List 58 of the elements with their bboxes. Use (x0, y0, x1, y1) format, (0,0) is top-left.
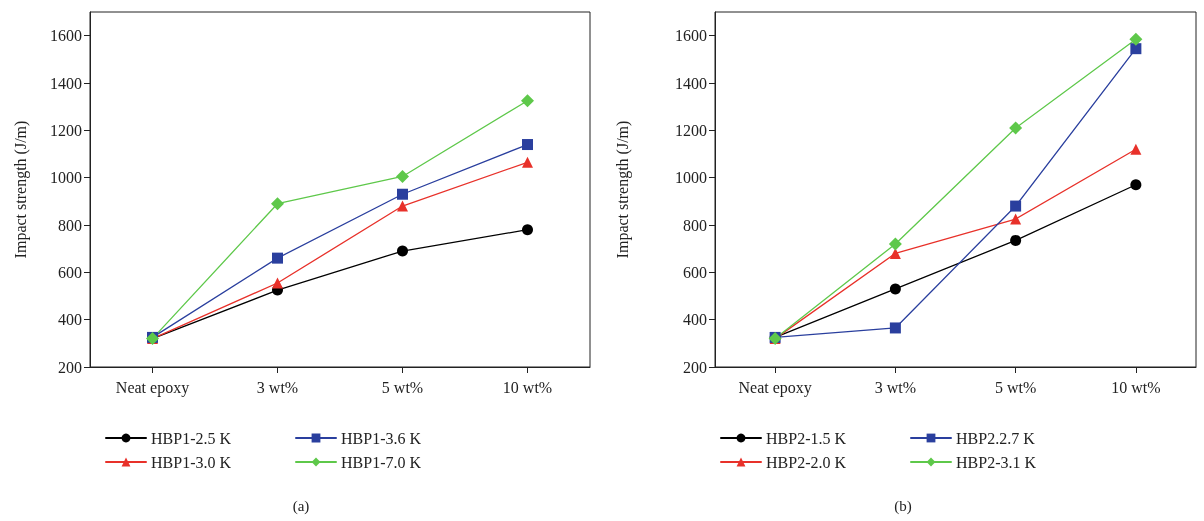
legend-label: HBP2.2.7 K (956, 429, 1036, 447)
point (521, 94, 534, 108)
y-tick-label: 400 (58, 311, 82, 329)
y-tick-label: 1200 (675, 121, 707, 139)
y-tick-label: 1200 (50, 121, 82, 139)
y-tick-label: 1600 (675, 27, 707, 45)
point (271, 197, 284, 211)
point (1010, 234, 1022, 246)
legend-label: HBP1-3.0 K (151, 453, 232, 471)
x-tick-label: 3 wt% (256, 378, 299, 396)
legend-label: HBP2-3.1 K (956, 453, 1037, 471)
point (397, 245, 408, 257)
x-tick-label: Neat epoxy (115, 378, 190, 397)
legend-label: HBP1-2.5 K (151, 429, 232, 447)
x-tick-label: 5 wt% (994, 378, 1037, 396)
point (272, 252, 283, 264)
legend-label: HBP1-7.0 K (341, 453, 422, 471)
y-tick-label: 400 (683, 311, 707, 329)
legend-label: HBP2-1.5 K (766, 429, 847, 447)
text: (a) (292, 497, 310, 515)
y-tick-label: 1000 (675, 169, 707, 187)
point (1130, 43, 1142, 55)
legend-label: HBP1-3.6 K (341, 429, 422, 447)
point (397, 200, 408, 212)
y-tick-label: 200 (683, 358, 707, 376)
x-tick-label: 5 wt% (381, 378, 424, 396)
x-tick-label: Neat epoxy (738, 378, 812, 397)
y-tick-label: 1400 (675, 74, 707, 92)
point (396, 169, 409, 183)
point (889, 322, 901, 334)
y-tick-label: 1400 (50, 74, 82, 92)
x-tick-label: 10 wt% (502, 378, 553, 396)
point (888, 237, 902, 251)
point (1130, 143, 1142, 155)
point (1009, 121, 1023, 135)
point (522, 156, 533, 168)
legend-label: HBP2-2.0 K (766, 453, 847, 471)
y-tick-label: 800 (58, 216, 82, 234)
point (1010, 200, 1022, 212)
y-tick-label: 600 (683, 263, 707, 281)
point (397, 188, 408, 200)
y-tick-label: 200 (58, 358, 82, 376)
y-axis-title: Impact strength (J/m) (613, 120, 632, 259)
point (1130, 179, 1142, 191)
x-tick-label: 10 wt% (1111, 378, 1161, 396)
x-tick-label: 3 wt% (874, 378, 917, 396)
point (272, 277, 283, 289)
point (889, 283, 901, 295)
y-tick-label: 1600 (50, 27, 82, 45)
text: (b) (894, 497, 912, 515)
point (522, 139, 533, 151)
y-tick-label: 600 (58, 263, 82, 281)
point (522, 224, 533, 236)
y-tick-label: 800 (683, 216, 707, 234)
y-axis-title: Impact strength (J/m) (11, 120, 30, 259)
point (1010, 213, 1022, 225)
point (1129, 32, 1143, 46)
y-tick-label: 1000 (50, 169, 82, 187)
